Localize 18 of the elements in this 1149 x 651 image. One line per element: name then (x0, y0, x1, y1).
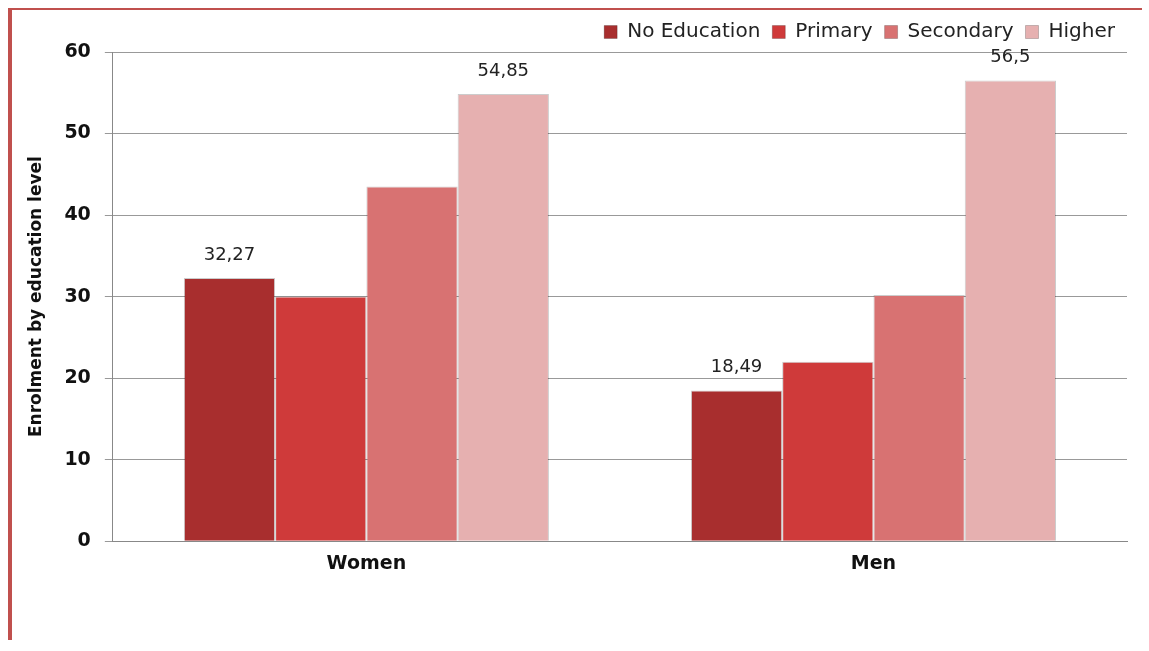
y-tick-label: 60 (64, 38, 91, 61)
legend-label: No Education (627, 18, 761, 43)
y-tick-label: 10 (64, 446, 91, 469)
y-tick-label: 0 (77, 528, 91, 551)
y-tick-label: 30 (64, 283, 91, 306)
x-tick-label: Women (326, 550, 407, 573)
legend-label: Secondary (907, 18, 1014, 43)
data-label: 18,49 (710, 355, 763, 377)
y-tick-label: 50 (64, 120, 91, 143)
data-label: 56,5 (990, 45, 1031, 67)
legend-label: Primary (795, 18, 873, 43)
legend-label: Higher (1048, 18, 1116, 43)
x-tick-label: Men (850, 550, 897, 573)
data-label: 54,85 (477, 58, 530, 80)
y-axis-title: Enrolment by education level (24, 156, 45, 438)
y-tick-label: 20 (64, 365, 91, 388)
y-tick-label: 40 (64, 202, 91, 224)
data-label: 32,27 (203, 242, 256, 264)
